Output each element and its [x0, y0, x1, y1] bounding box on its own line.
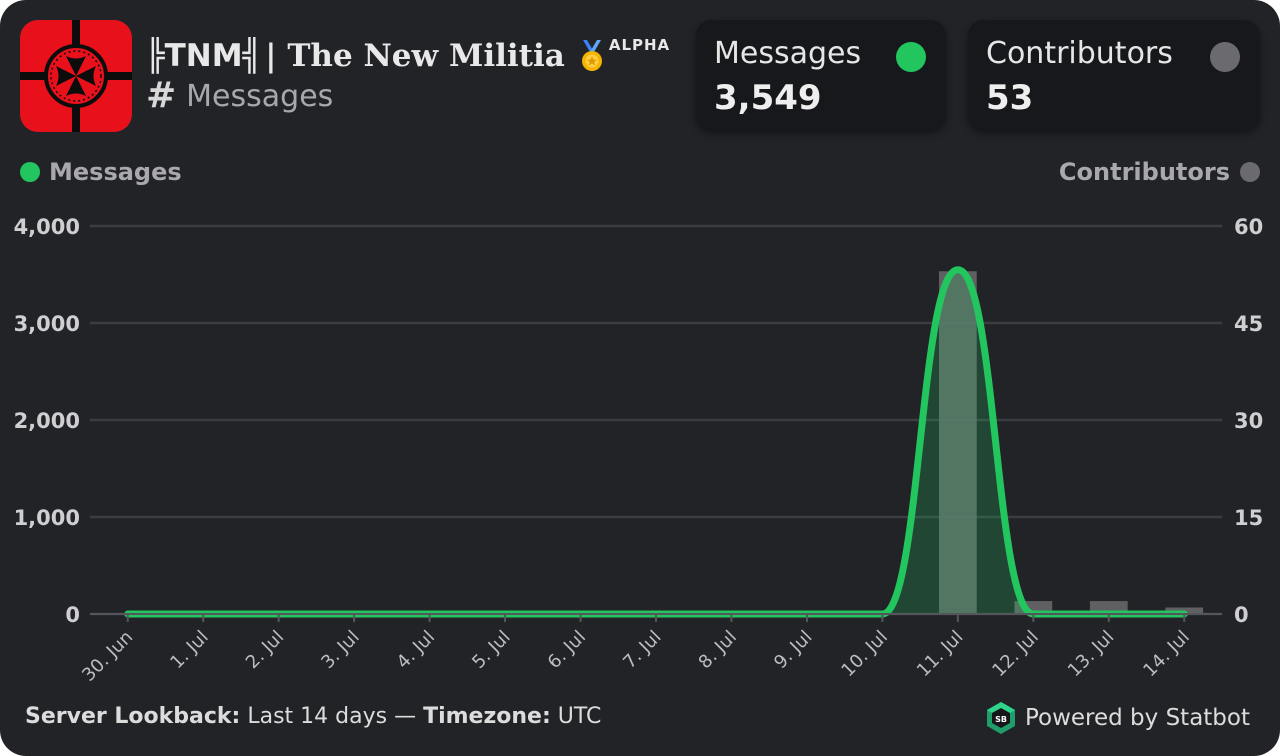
server-icon [20, 20, 132, 132]
messages-line [124, 266, 1188, 618]
x-tick-label: 10. Jul [837, 627, 892, 682]
contributors-stat-card: Contributors 53 [968, 20, 1260, 130]
x-tick-label: 12. Jul [988, 627, 1043, 682]
channel-label: # Messages [146, 76, 333, 116]
x-tick-label: 9. Jul [770, 627, 816, 673]
contributors-stat-label: Contributors [986, 36, 1173, 71]
legend-messages[interactable]: Messages [20, 156, 182, 188]
messages-area [124, 266, 1188, 618]
lookback-value: Last 14 days [247, 704, 388, 729]
x-tick-label: 2. Jul [242, 627, 288, 673]
messages-area-fill [127, 269, 1185, 614]
legend-messages-dot [20, 162, 40, 182]
x-tick-label: 14. Jul [1139, 627, 1194, 682]
y-left-tick-label: 3,000 [14, 312, 80, 336]
messages-color-dot [896, 42, 926, 72]
contributors-stat-value: 53 [986, 78, 1034, 118]
server-tag: ╠TNM╣ [146, 38, 262, 74]
x-tick-label: 8. Jul [695, 627, 741, 673]
x-tick-label: 6. Jul [544, 627, 590, 673]
timezone-value: UTC [557, 704, 602, 729]
y-left-tick-label: 1,000 [14, 506, 80, 530]
y-right-tick-label: 60 [1234, 215, 1263, 239]
x-tick-label: 13. Jul [1064, 627, 1119, 682]
grid-lines [90, 224, 1222, 616]
legend-contributors-label: Contributors [1058, 158, 1230, 186]
contributors-color-dot [1210, 42, 1240, 72]
legend-contributors[interactable]: Contributors [1059, 156, 1260, 188]
contributors-bar [939, 271, 977, 614]
x-tick-label: 30. Jun [78, 627, 137, 686]
y-right-tick-label: 45 [1234, 312, 1263, 336]
timezone-label: Timezone: [423, 704, 551, 729]
y-right-tick-label: 0 [1234, 603, 1249, 627]
server-name: ╠TNM╣ | The New Militia ALPHA [146, 36, 670, 76]
messages-stat-value: 3,549 [714, 78, 822, 118]
lookback-label: Server Lookback: [25, 704, 241, 729]
x-tick-label: 4. Jul [393, 627, 439, 673]
medal-icon [581, 40, 602, 71]
x-tick-label: 5. Jul [468, 627, 514, 673]
x-tick-label: 7. Jul [619, 627, 665, 673]
powered-by[interactable]: SB Powered by Statbot [985, 700, 1250, 736]
y-left-tick-label: 4,000 [14, 215, 80, 239]
messages-stat-card: Messages 3,549 [696, 20, 946, 130]
alpha-badge: ALPHA [608, 36, 671, 54]
x-tick-label: 11. Jul [913, 627, 968, 682]
hash-icon: # [146, 75, 177, 116]
activity-chart: 0 0 1,000 15 2,000 30 3,000 45 4,000 60 30. Jun 1. … [14, 215, 1264, 686]
statbot-logo-icon: SB [986, 702, 1015, 734]
legend-contributors-dot [1240, 162, 1260, 182]
y-right-tick-label: 30 [1234, 409, 1263, 433]
channel-name: Messages [186, 78, 334, 114]
powered-by-label: Powered by Statbot [1024, 705, 1250, 731]
footer-separator: — [394, 704, 417, 729]
server-title: | The New Militia [265, 38, 565, 74]
legend-messages-label: Messages [49, 158, 182, 186]
statbot-logo-text: SB [995, 715, 1007, 724]
x-tick-label: 1. Jul [166, 627, 212, 673]
x-tick-label: 3. Jul [317, 627, 363, 673]
y-left-tick-label: 2,000 [14, 409, 80, 433]
y-right-tick-label: 15 [1234, 506, 1263, 530]
y-left-tick-label: 0 [65, 603, 80, 627]
messages-stat-label: Messages [714, 36, 862, 71]
footer-info: Server Lookback: Last 14 days — Timezone… [25, 704, 601, 729]
